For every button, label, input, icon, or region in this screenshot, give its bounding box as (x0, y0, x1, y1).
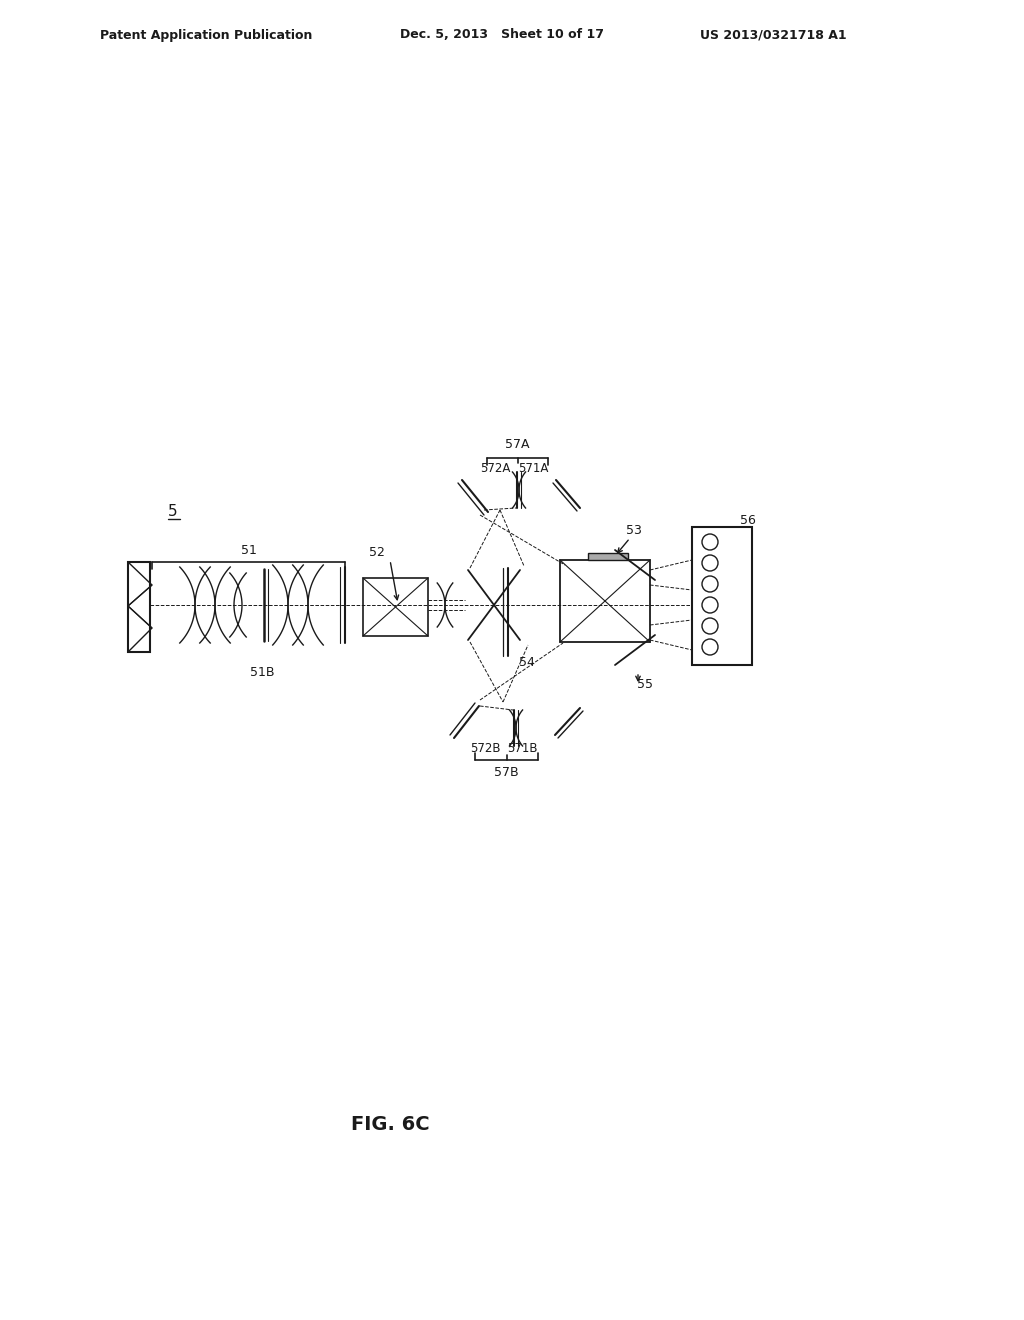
Text: 54: 54 (519, 656, 535, 669)
Text: 571B: 571B (507, 742, 538, 755)
Text: 571A: 571A (518, 462, 548, 475)
Text: 572A: 572A (480, 462, 510, 475)
Text: 53: 53 (626, 524, 642, 536)
Text: FIG. 6C: FIG. 6C (350, 1115, 429, 1134)
Bar (692, 527, 752, 665)
Bar (128, 562, 150, 652)
Text: 572B: 572B (470, 742, 501, 755)
Bar (560, 560, 650, 642)
Text: Patent Application Publication: Patent Application Publication (100, 29, 312, 41)
Text: 57A: 57A (505, 438, 529, 451)
Text: 55: 55 (637, 678, 653, 692)
Text: 5: 5 (168, 504, 177, 520)
Text: 51B: 51B (250, 665, 274, 678)
Text: 56: 56 (740, 513, 756, 527)
Text: 51: 51 (241, 544, 256, 557)
Bar (362, 578, 428, 636)
Text: 57B: 57B (495, 767, 519, 780)
Text: 52: 52 (369, 545, 385, 558)
Text: US 2013/0321718 A1: US 2013/0321718 A1 (700, 29, 847, 41)
Bar (588, 553, 628, 560)
Text: Dec. 5, 2013   Sheet 10 of 17: Dec. 5, 2013 Sheet 10 of 17 (400, 29, 604, 41)
